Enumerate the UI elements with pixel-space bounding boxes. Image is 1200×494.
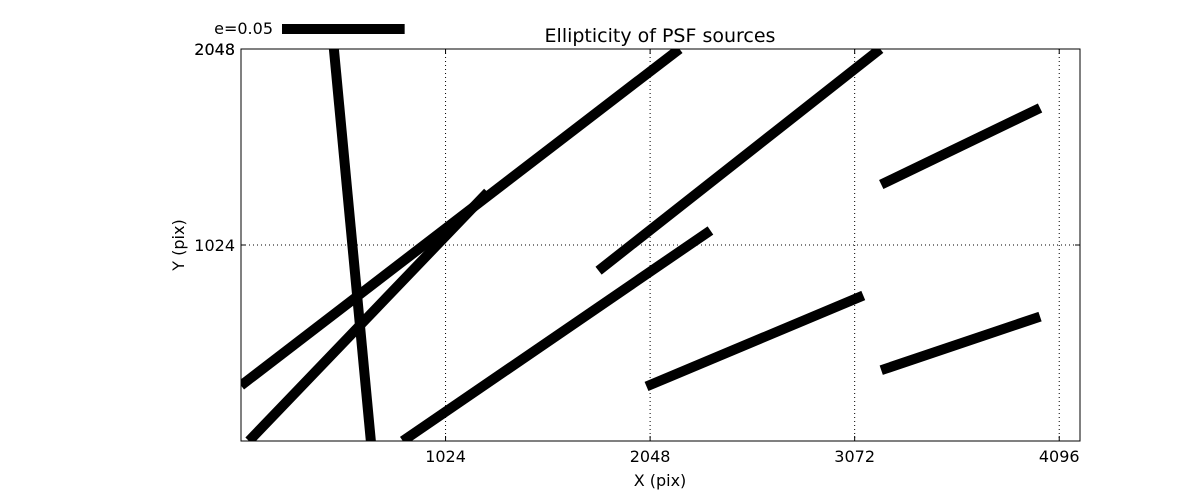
ellipticity-whisker-6 [644,290,866,392]
grid [241,48,1080,441]
x-tick-label: 2048 [630,447,671,466]
x-tick-label: 1024 [425,447,466,466]
y-axis-label: Y (pix) [169,219,188,271]
x-tick-label: 4096 [1039,447,1080,466]
ellipticity-whisker-2 [245,188,492,441]
x-tick-labels: 1024 2048 3072 4096 [425,447,1079,466]
series-layer [241,49,1043,441]
legend-label: e=0.05 [214,19,273,38]
ellipticity-whisker-4 [399,226,714,441]
ellipticity-whisker-8 [879,311,1042,375]
x-tick-label: 3072 [834,447,875,466]
ellipticity-whisker-7 [879,103,1043,190]
ellipticity-whisker-3 [328,49,376,441]
y-tick-label: 2048 [194,40,235,59]
legend: e=0.05 [214,19,405,38]
y-tick-label: 2048 [194,40,235,59]
tick-marks [241,48,1080,441]
ellipticity-whisker-5 [595,49,884,275]
chart-title: Ellipticity of PSF sources [545,25,776,47]
y-tick-label: 1024 [194,236,235,255]
x-axis-label: X (pix) [634,471,687,490]
